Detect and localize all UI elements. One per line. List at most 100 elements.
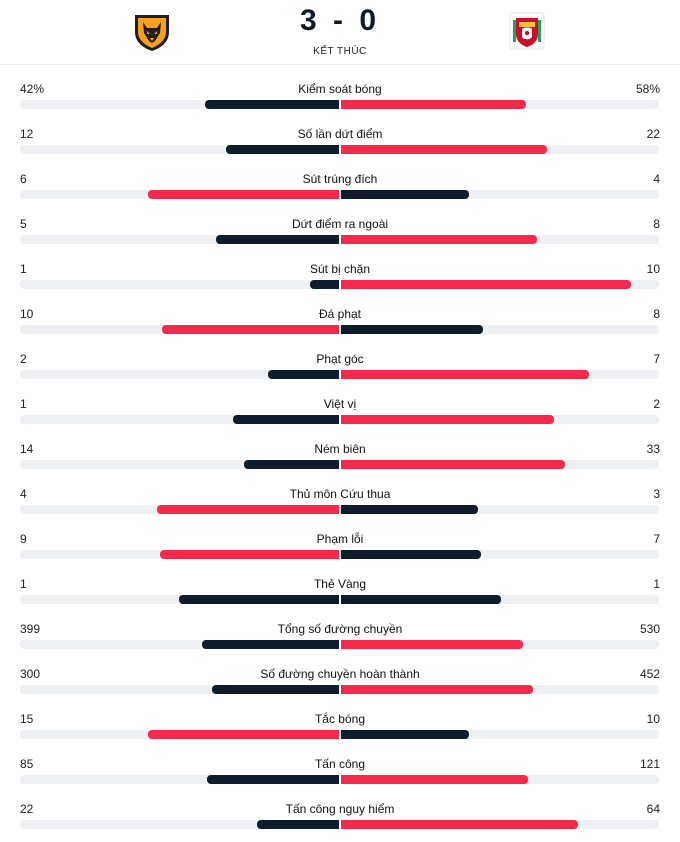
away-value: 3 [653, 487, 660, 501]
stat-row: 15 Tắc bóng 10 [0, 695, 680, 740]
stat-label: Kiểm soát bóng [298, 82, 382, 96]
home-value: 9 [20, 532, 27, 546]
stat-label: Tắc bóng [314, 712, 366, 726]
home-bar [257, 820, 339, 829]
home-bar [157, 505, 339, 514]
home-value: 1 [20, 397, 27, 411]
away-bar [341, 505, 478, 514]
home-bar-track [20, 145, 339, 154]
stat-row: 300 Số đường chuyền hoàn thành 452 [0, 650, 680, 695]
home-value: 10 [20, 307, 34, 321]
away-bar [341, 145, 547, 154]
away-value: 64 [646, 802, 660, 816]
stat-label: Phạm lỗi [316, 532, 364, 546]
home-bar-track [20, 370, 339, 379]
away-bar [341, 325, 483, 334]
away-value: 7 [653, 352, 660, 366]
stat-label: Thủ môn Cứu thua [289, 487, 391, 501]
home-bar [226, 145, 339, 154]
away-value: 530 [639, 622, 660, 636]
stat-label: Thẻ Vàng [313, 577, 367, 591]
away-value: 2 [653, 397, 660, 411]
stat-row: 22 Tấn công nguy hiểm 64 [0, 785, 680, 830]
home-bar [310, 280, 339, 289]
home-bar-track [20, 775, 339, 784]
stat-row: 14 Ném biên 33 [0, 425, 680, 470]
home-value: 4 [20, 487, 27, 501]
stat-row: 1 Việt vị 2 [0, 380, 680, 425]
home-value: 1 [20, 577, 27, 591]
home-value: 14 [20, 442, 34, 456]
home-value: 85 [20, 757, 34, 771]
home-bar [148, 730, 339, 739]
home-value: 6 [20, 172, 27, 186]
stat-row: 1 Thẻ Vàng 1 [0, 560, 680, 605]
away-bar-track [341, 730, 659, 739]
away-value: 10 [646, 262, 660, 276]
away-value: 1 [653, 577, 660, 591]
stat-label: Số lần dứt điểm [297, 127, 383, 141]
stat-row: 10 Đá phạt 8 [0, 290, 680, 335]
away-bar [341, 460, 565, 469]
stat-label: Tấn công [314, 757, 366, 771]
home-bar [233, 415, 339, 424]
home-bar [162, 325, 339, 334]
stat-label: Sút bị chặn [309, 262, 371, 276]
away-value: 8 [653, 217, 660, 231]
stat-label: Sút trúng đích [302, 172, 378, 186]
home-bar [205, 100, 339, 109]
stat-label: Đá phạt [318, 307, 362, 321]
home-value: 300 [20, 667, 41, 681]
stat-label: Tổng số đường chuyền [277, 622, 403, 636]
home-bar [160, 550, 339, 559]
home-value: 15 [20, 712, 34, 726]
home-bar [212, 685, 339, 694]
away-value: 452 [639, 667, 660, 681]
stat-row: 12 Số lần dứt điểm 22 [0, 110, 680, 155]
stat-row: 42% Kiểm soát bóng 58% [0, 65, 680, 110]
stat-label: Tấn công nguy hiểm [285, 802, 395, 816]
away-value: 4 [653, 172, 660, 186]
away-bar [341, 235, 537, 244]
home-bar-track [20, 280, 339, 289]
home-bar-track [20, 460, 339, 469]
match-score: 3 - 0 [299, 4, 381, 37]
away-value: 7 [653, 532, 660, 546]
away-bar [341, 280, 631, 289]
away-bar [341, 415, 554, 424]
away-bar-track [341, 505, 659, 514]
wolves-crest-icon[interactable] [132, 10, 172, 52]
stat-row: 399 Tổng số đường chuyền 530 [0, 605, 680, 650]
stat-row: 2 Phạt góc 7 [0, 335, 680, 380]
away-value: 22 [646, 127, 660, 141]
home-bar [216, 235, 339, 244]
away-bar [341, 640, 523, 649]
away-bar [341, 100, 526, 109]
match-status: KẾT THÚC [313, 46, 367, 57]
away-bar [341, 595, 501, 604]
away-bar [341, 685, 533, 694]
match-header: 3 - 0 KẾT THÚC [0, 0, 680, 64]
home-bar [202, 640, 339, 649]
home-value: 42% [20, 82, 45, 96]
home-value: 22 [20, 802, 34, 816]
home-bar-track [20, 640, 339, 649]
home-value: 399 [20, 622, 41, 636]
stats-list: 42% Kiểm soát bóng 58% 12 Số lần dứt điểm 22 6… [0, 65, 680, 830]
stat-label: Số đường chuyền hoàn thành [260, 667, 420, 681]
stat-label: Việt vị [323, 397, 357, 411]
away-bar [341, 775, 528, 784]
stat-label: Phạt góc [316, 352, 364, 366]
liverpool-crest-icon[interactable] [507, 10, 547, 52]
stat-row: 6 Sút trúng đích 4 [0, 155, 680, 200]
home-value: 1 [20, 262, 27, 276]
home-bar [207, 775, 339, 784]
away-bar [341, 550, 481, 559]
home-bar-track [20, 235, 339, 244]
away-bar-track [341, 550, 659, 559]
home-bar-track [20, 820, 339, 829]
home-bar [148, 190, 339, 199]
home-value: 5 [20, 217, 27, 231]
away-value: 58% [635, 82, 660, 96]
home-value: 12 [20, 127, 34, 141]
